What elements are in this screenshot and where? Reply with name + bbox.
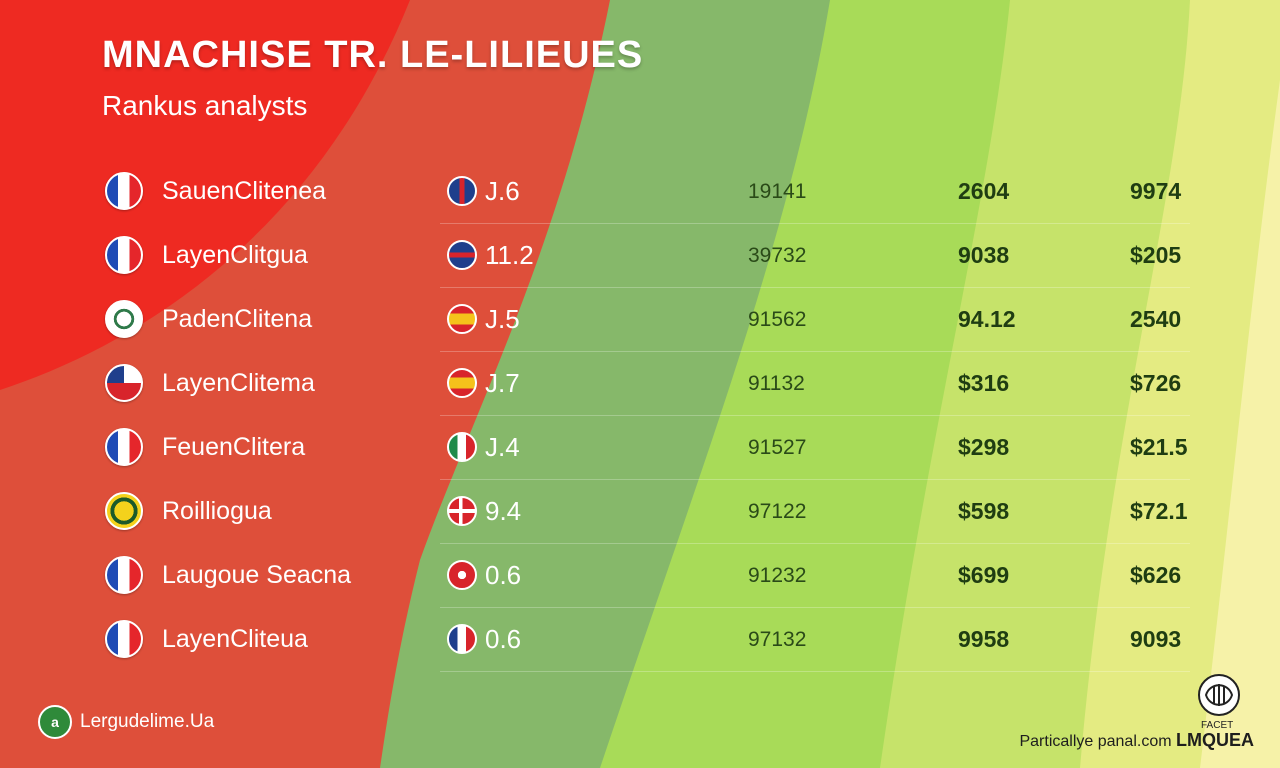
france-flag-icon [105,620,143,658]
table-row[interactable]: LayenClitеua 0.6 97132 9958 9093 [0,608,1280,672]
stat-col3: $726 [1130,370,1182,396]
stat-col1: 97122 [748,500,807,523]
rank-value: 11.2 [485,240,534,270]
table-row[interactable]: Roilliogua 9.4 97122 $598 $72.1 [0,480,1280,544]
team-name: LayenClitеua [162,625,308,653]
footer-site-link: Particallye panal.com [1019,733,1172,750]
table-row[interactable]: Laugoue Seacna 0.6 91232 $699 $626 [0,544,1280,608]
stat-col3: $21.5 [1130,434,1188,460]
stat-col1: 19141 [748,180,807,203]
rank-value: J.7 [485,368,520,398]
team-name: LayenClitema [162,369,315,397]
stat-col3: 9093 [1130,626,1182,652]
chile-flag-icon [105,364,143,402]
stat-col2: 2604 [958,178,1010,204]
club-crest-icon [105,300,143,338]
footer-logo-icon: a [38,705,72,739]
stat-col1: 91562 [748,308,807,331]
stat-col2: $316 [958,370,1010,396]
spain-flag-icon [447,304,477,334]
france-crest-icon [105,556,143,594]
footer-left[interactable]: a Lergudelime.Ua [38,704,214,740]
mexico-flag-icon [447,432,477,462]
team-name: SauenClitenea [162,177,327,205]
spain-flag-icon [447,368,477,398]
stat-col2: $298 [958,434,1010,460]
stat-col2: $598 [958,498,1010,524]
team-name: PadenClitena [162,305,313,333]
red-flag-icon [447,560,477,590]
france-flag-icon [447,624,477,654]
yellow-crest-icon [105,492,143,530]
team-name: Laugoue Seacna [162,561,352,589]
brand-logo-icon [1198,674,1240,716]
table-row[interactable]: SauenClitenea J.6 19141 2604 9974 [0,160,1280,224]
table-row[interactable]: PadenClitena J.5 91562 94.12 2540 [0,288,1280,352]
stat-col1: 91232 [748,564,807,587]
table-row[interactable]: LayenClitgua 11.2 39732 9038 $205 [0,224,1280,288]
table-row[interactable]: FeuenClitera J.4 91527 $298 $21.5 [0,416,1280,480]
france-flag-icon [105,236,143,274]
stat-col3: $72.1 [1130,498,1188,524]
stat-col2: 9038 [958,242,1010,268]
brand-small-text: FACET [1201,720,1234,731]
page-title: MNACHISE TR. LE-LILIEUES [102,34,644,76]
footer-site-text: Lergudelime.Ua [80,711,215,732]
stat-col1: 97132 [748,628,807,651]
stat-col3: 9974 [1130,178,1182,204]
stat-col3: 2540 [1130,306,1182,332]
stat-col2: 94.12 [958,306,1016,332]
table-row[interactable]: LayenClitema J.7 91132 $316 $726 [0,352,1280,416]
rank-value: 9.4 [485,496,522,526]
stat-col3: $205 [1130,242,1182,268]
rank-value: 0.6 [485,624,522,654]
rank-value: J.4 [485,432,520,462]
footer-brand-name: LMQUEA [1176,730,1254,750]
stat-col2: 9958 [958,626,1010,652]
page-subtitle: Rankus analysts [102,90,308,121]
team-name: Roilliogua [162,497,272,525]
france-flag-icon [105,172,143,210]
rank-value: J.5 [485,304,520,334]
france-flag-icon [105,428,143,466]
rank-value: 0.6 [485,560,522,590]
denmark-flag-icon [447,496,477,526]
rank-value: J.6 [485,176,520,206]
team-name: FeuenClitera [162,433,306,461]
stat-col1: 91132 [748,372,805,395]
stat-col1: 91527 [748,436,807,459]
stat-col1: 39732 [748,244,807,267]
stat-col2: $699 [958,562,1010,588]
footer-right[interactable]: Particallye panal.com LMQUEA [1019,730,1254,751]
union-flag-icon [447,176,477,206]
stat-col3: $626 [1130,562,1182,588]
team-name: LayenClitgua [162,241,308,269]
union-flag-icon [447,240,477,270]
